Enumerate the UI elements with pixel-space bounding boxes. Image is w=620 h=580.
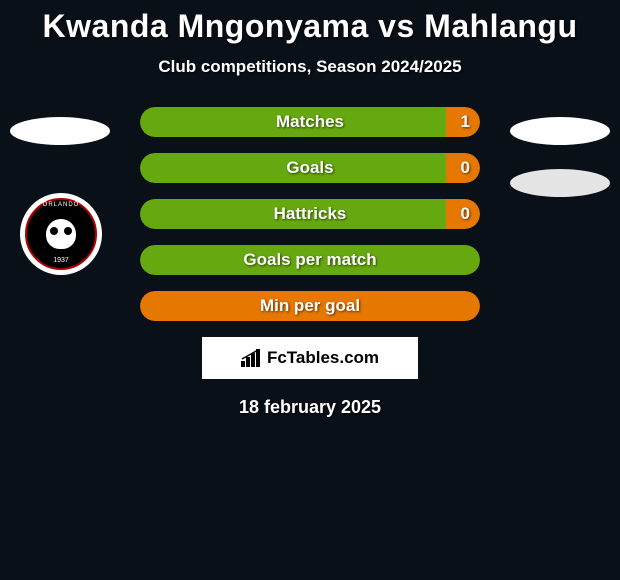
- stat-bars: Matches 1 Goals 0 Hattricks 0 Goals per …: [140, 107, 480, 321]
- stat-label: Goals per match: [243, 250, 376, 270]
- club-badge-inner: ORLANDO 1937: [25, 198, 97, 270]
- badge-text-top: ORLANDO: [27, 202, 95, 208]
- stat-label: Matches: [276, 112, 344, 132]
- skull-icon: [46, 219, 76, 249]
- subtitle: Club competitions, Season 2024/2025: [0, 57, 620, 77]
- player-right-avatar: [510, 117, 610, 145]
- stat-row-matches: Matches 1: [140, 107, 480, 137]
- player-right-avatar-2: [510, 169, 610, 197]
- stat-label: Hattricks: [274, 204, 347, 224]
- badge-year: 1937: [27, 257, 95, 264]
- chart-icon: [241, 349, 263, 367]
- brand-box: FcTables.com: [202, 337, 418, 379]
- stat-value: 0: [461, 204, 470, 224]
- stat-label: Goals: [286, 158, 333, 178]
- stat-value: 0: [461, 158, 470, 178]
- stat-label: Min per goal: [260, 296, 360, 316]
- stat-row-hattricks: Hattricks 0: [140, 199, 480, 229]
- player-left-avatar: [10, 117, 110, 145]
- comparison-content: ORLANDO 1937 Matches 1 Goals 0 Hattricks…: [0, 107, 620, 418]
- stat-row-min-per-goal: Min per goal: [140, 291, 480, 321]
- brand-text: FcTables.com: [267, 348, 379, 368]
- page-title: Kwanda Mngonyama vs Mahlangu: [0, 0, 620, 45]
- club-badge: ORLANDO 1937: [20, 193, 102, 275]
- stat-row-goals-per-match: Goals per match: [140, 245, 480, 275]
- stat-value: 1: [461, 112, 470, 132]
- date-text: 18 february 2025: [0, 397, 620, 418]
- stat-row-goals: Goals 0: [140, 153, 480, 183]
